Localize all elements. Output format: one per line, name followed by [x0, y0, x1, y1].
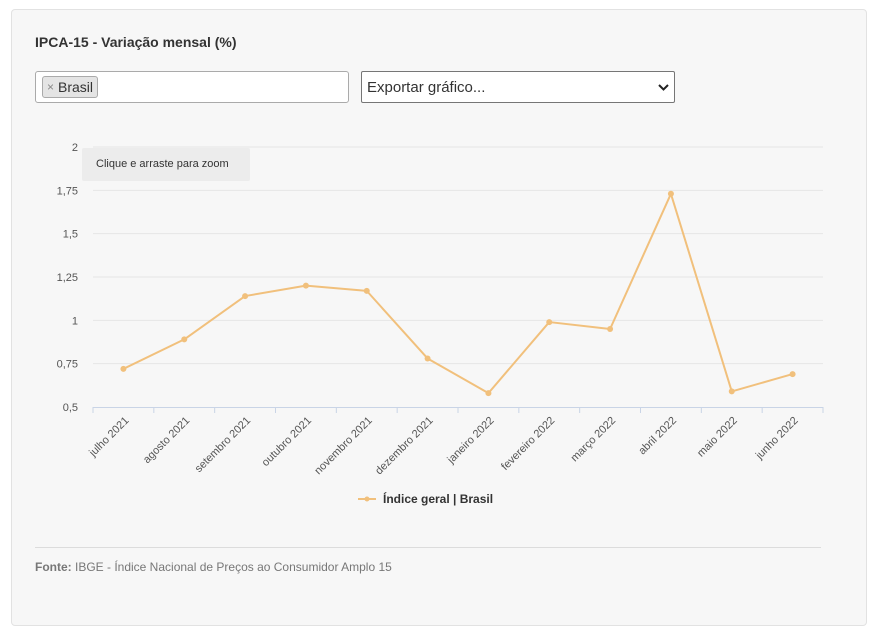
- data-point[interactable]: [242, 293, 249, 300]
- chart-title: IPCA-15 - Variação mensal (%): [35, 34, 237, 50]
- chart-card: [11, 9, 867, 626]
- x-tick-label: junho 2022: [753, 415, 801, 463]
- legend-line-icon: [358, 496, 376, 502]
- x-tick-label: janeiro 2022: [445, 415, 497, 467]
- divider: [35, 547, 821, 548]
- x-tick-label: julho 2021: [86, 415, 131, 460]
- x-tick-label: fevereiro 2022: [499, 415, 557, 473]
- data-point[interactable]: [667, 190, 674, 197]
- y-tick-label: 0,75: [57, 359, 78, 371]
- y-tick-label: 1,75: [57, 185, 78, 197]
- source-prefix: Fonte:: [35, 560, 72, 574]
- data-point[interactable]: [607, 326, 614, 332]
- y-tick-label: 1,5: [63, 229, 78, 241]
- data-point[interactable]: [363, 287, 370, 294]
- x-tick-label: setembro 2021: [193, 415, 253, 475]
- data-point[interactable]: [789, 371, 796, 378]
- x-tick-label: maio 2022: [695, 415, 740, 460]
- source-text: IBGE - Índice Nacional de Preços ao Cons…: [71, 560, 392, 574]
- y-tick-label: 1: [72, 315, 78, 327]
- x-tick-label: abril 2022: [636, 415, 679, 458]
- export-chart-select[interactable]: Exportar gráfico...: [361, 71, 675, 103]
- zoom-tooltip: Clique e arraste para zoom: [82, 148, 250, 181]
- x-tick-label: agosto 2021: [141, 415, 192, 466]
- x-tick-label: novembro 2021: [312, 415, 375, 478]
- chevron-down-icon: [658, 84, 669, 91]
- data-point[interactable]: [728, 388, 735, 395]
- chart-legend[interactable]: Índice geral | Brasil: [357, 492, 493, 506]
- y-tick-label: 0,5: [63, 402, 78, 414]
- region-filter-input[interactable]: × Brasil: [35, 71, 349, 103]
- region-tag-label: Brasil: [58, 79, 94, 95]
- source-note: Fonte: IBGE - Índice Nacional de Preços …: [35, 560, 392, 574]
- legend-label: Índice geral | Brasil: [383, 492, 494, 506]
- y-tick-label: 2: [72, 142, 78, 154]
- data-point[interactable]: [302, 282, 309, 289]
- series-line[interactable]: [122, 192, 793, 395]
- region-tag: × Brasil: [42, 76, 99, 98]
- zoom-tooltip-text: Clique e arraste para zoom: [96, 158, 229, 170]
- export-select-label: Exportar gráfico...: [367, 79, 486, 96]
- x-tick-label: março 2022: [569, 415, 619, 465]
- remove-tag-icon[interactable]: ×: [47, 80, 55, 94]
- x-tick-label: dezembro 2021: [373, 415, 436, 478]
- data-point[interactable]: [546, 319, 553, 326]
- data-point[interactable]: [181, 336, 188, 343]
- x-tick-label: outubro 2021: [260, 415, 314, 469]
- data-point[interactable]: [485, 390, 492, 397]
- y-tick-label: 1,25: [57, 272, 78, 284]
- data-point[interactable]: [424, 355, 431, 362]
- data-point[interactable]: [120, 365, 127, 372]
